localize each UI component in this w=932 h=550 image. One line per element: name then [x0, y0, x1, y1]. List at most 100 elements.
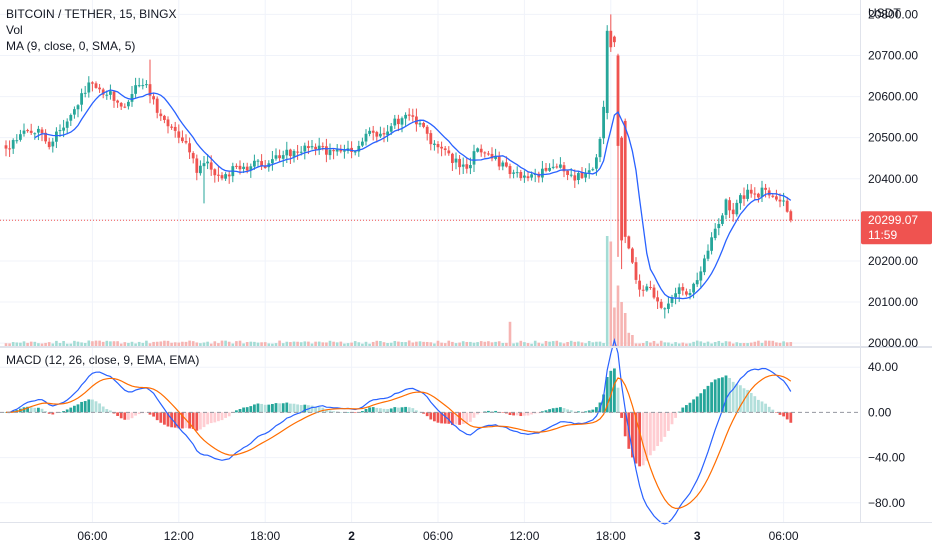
legend-macd[interactable]: MACD (12, 26, close, 9, EMA, EMA) — [6, 352, 199, 368]
macd-hist-bar — [728, 377, 731, 413]
candle-body — [706, 250, 710, 259]
volume-bar — [537, 342, 541, 346]
price-tick-label: 20500.00 — [868, 131, 918, 145]
macd-hist-bar — [393, 407, 397, 413]
candle-body — [728, 200, 731, 211]
macd-hist-bar — [472, 412, 476, 418]
volume-bar — [137, 341, 141, 346]
macd-hist-bar — [782, 412, 785, 417]
candle-body — [19, 134, 22, 140]
volume-bar — [281, 343, 285, 346]
candle-body — [595, 157, 598, 169]
macd-hist-bar — [749, 392, 753, 413]
volume-bar — [163, 340, 166, 346]
candle-body — [778, 199, 782, 202]
volume-bar — [375, 340, 379, 346]
macd-hist-bar — [789, 412, 793, 423]
candle-body — [87, 82, 91, 93]
candle-body — [497, 156, 501, 167]
macd-hist-bar — [501, 412, 505, 413]
candle-body — [253, 160, 256, 167]
macd-hist-bar — [638, 412, 641, 467]
macd-hist-bar — [458, 412, 461, 425]
macd-hist-bar — [659, 412, 663, 442]
candle-body — [29, 130, 33, 133]
macd-axis[interactable]: 40.00 0.00 −40.00 −80.00 — [868, 360, 905, 510]
macd-hist-bar — [454, 412, 458, 425]
candle-body — [44, 132, 47, 142]
candle-body — [472, 151, 476, 165]
macd-hist-bar — [296, 404, 299, 413]
time-axis[interactable]: 06:00 12:00 18:00 2 06:00 12:00 18:00 3 06:00 — [77, 529, 799, 543]
macd-hist-bar — [609, 370, 613, 413]
candle-body — [411, 115, 415, 117]
volume-bar — [627, 332, 631, 346]
volume-bar — [548, 341, 551, 346]
candle-body — [577, 173, 580, 180]
volume-bar — [789, 342, 793, 346]
candle-body — [371, 130, 375, 133]
legend-ma[interactable]: MA (9, close, 0, SMA, 5) — [6, 38, 135, 54]
candle-body — [94, 83, 98, 88]
volume-bar — [267, 343, 271, 346]
candle-body — [80, 93, 83, 105]
volume-bar — [411, 342, 415, 346]
candle-body — [159, 113, 163, 117]
volume-bar — [231, 343, 235, 346]
volume-bar — [616, 285, 620, 346]
volume-bar — [44, 342, 47, 346]
macd-line — [5, 337, 792, 525]
macd-hist-bar — [87, 399, 91, 413]
macd-hist-bar — [37, 407, 40, 413]
candle-body — [436, 144, 440, 148]
candle-body — [685, 291, 688, 295]
macd-hist-bar — [379, 408, 382, 413]
macd-hist-bar — [469, 412, 472, 422]
volume-bar — [83, 342, 87, 346]
volume-bar — [343, 343, 346, 346]
candle-body — [98, 87, 101, 90]
macd-hist-bar — [649, 412, 652, 456]
candle-body — [389, 126, 393, 132]
volume-bar — [199, 343, 202, 346]
macd-hist-bar — [238, 408, 242, 413]
volume-bar — [422, 341, 425, 346]
candle-body — [166, 119, 170, 127]
volume-bar — [749, 342, 753, 346]
volume-bar — [130, 341, 134, 346]
candle-body — [771, 195, 775, 197]
price-axis[interactable]: 20800.00 20700.00 20600.00 20500.00 20400.00… — [868, 7, 918, 350]
macd-hist-bar — [364, 408, 368, 413]
volume-bar — [724, 341, 728, 346]
macd-hist-bar — [317, 407, 321, 413]
volume-bar — [22, 341, 26, 346]
candle-body — [479, 148, 483, 153]
volume-bar — [400, 342, 404, 346]
volume-bar — [497, 341, 501, 346]
macd-hist-bar — [166, 412, 170, 427]
macd-hist-bar — [209, 412, 213, 424]
candle-body — [782, 200, 785, 202]
volume-bar — [677, 343, 681, 346]
volume-bar — [775, 342, 778, 346]
volume-bar — [451, 341, 454, 346]
volume-bar — [177, 342, 181, 346]
volume-bar — [418, 341, 422, 346]
macd-hist-bar — [595, 407, 598, 413]
candlesticks[interactable] — [4, 14, 793, 319]
candle-body — [33, 133, 37, 135]
legend-symbol[interactable]: BITCOIN / TETHER, 15, BINGX — [6, 6, 176, 22]
legend-volume[interactable]: Vol — [6, 22, 23, 38]
macd-hist-bar — [584, 411, 587, 413]
macd-hist-bar — [415, 410, 418, 413]
macd-histogram — [4, 368, 793, 467]
candle-body — [220, 175, 224, 179]
volume-bar — [447, 340, 451, 346]
candle-body — [400, 118, 404, 125]
macd-hist-bar — [263, 404, 267, 413]
macd-hist-bar — [163, 412, 166, 425]
macd-hist-bar — [447, 412, 451, 424]
candle-body — [461, 164, 465, 167]
volume-bar — [321, 342, 325, 346]
